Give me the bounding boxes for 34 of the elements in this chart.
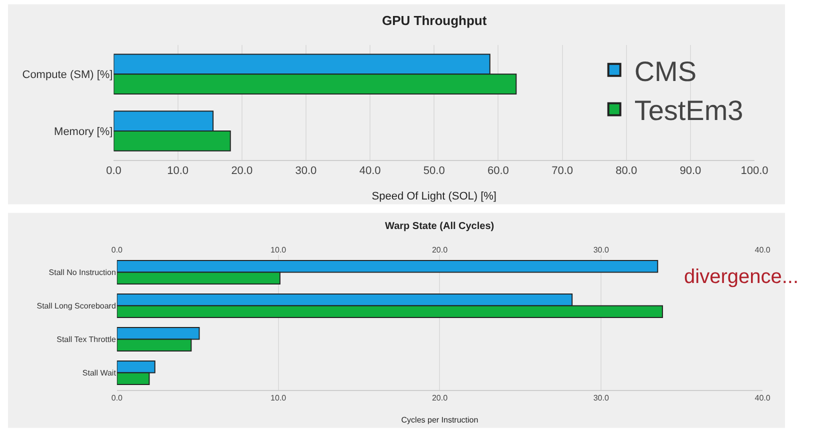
annotation: divergence... <box>684 266 799 288</box>
legend-label: TestEm3 <box>634 95 744 126</box>
x-tick-label: 20.0 <box>432 245 448 254</box>
x-tick-label: 10.0 <box>167 165 189 178</box>
x-tick-label: 80.0 <box>616 165 638 178</box>
y-tick-label: Stall Tex Throttle <box>56 335 116 344</box>
x-tick-label: 90.0 <box>680 165 702 178</box>
x-tick-label: 40.0 <box>754 245 771 254</box>
x2-tick-label: 10.0 <box>270 394 287 403</box>
x-tick-label: 20.0 <box>231 165 253 178</box>
y-tick-label: Stall No Instruction <box>48 268 116 278</box>
x-tick-label: 30.0 <box>295 165 317 178</box>
x2-tick-label: 40.0 <box>754 394 771 403</box>
x2-tick-label: 0.0 <box>111 394 124 403</box>
x-tick-label: 60.0 <box>488 165 509 178</box>
y-tick-label: Memory [%] <box>54 126 113 138</box>
x-tick-label: 30.0 <box>593 245 610 254</box>
x2-tick-label: 30.0 <box>593 394 610 403</box>
y-tick-label: Stall Long Scoreboard <box>36 302 116 311</box>
x-axis-title: Cycles per Instruction <box>401 416 478 425</box>
x-tick-label: 70.0 <box>552 165 574 178</box>
x-tick-label: 0.0 <box>111 245 124 254</box>
y-tick-label: Stall Wait <box>82 368 117 378</box>
legend-label: CMS <box>634 56 697 87</box>
chart-title: GPU Throughput <box>382 13 488 28</box>
x2-tick-label: 20.0 <box>432 394 448 403</box>
x-tick-label: 0.0 <box>106 165 122 178</box>
x-tick-label: 100.0 <box>740 165 768 178</box>
x-tick-label: 50.0 <box>423 165 445 178</box>
x-tick-label: 40.0 <box>359 165 381 178</box>
y-tick-label: Compute (SM) [%] <box>22 68 113 81</box>
x-tick-label: 10.0 <box>270 245 287 254</box>
x-axis-title: Speed Of Light (SOL) [%] <box>372 190 496 202</box>
chart-title: Warp State (All Cycles) <box>385 221 494 232</box>
